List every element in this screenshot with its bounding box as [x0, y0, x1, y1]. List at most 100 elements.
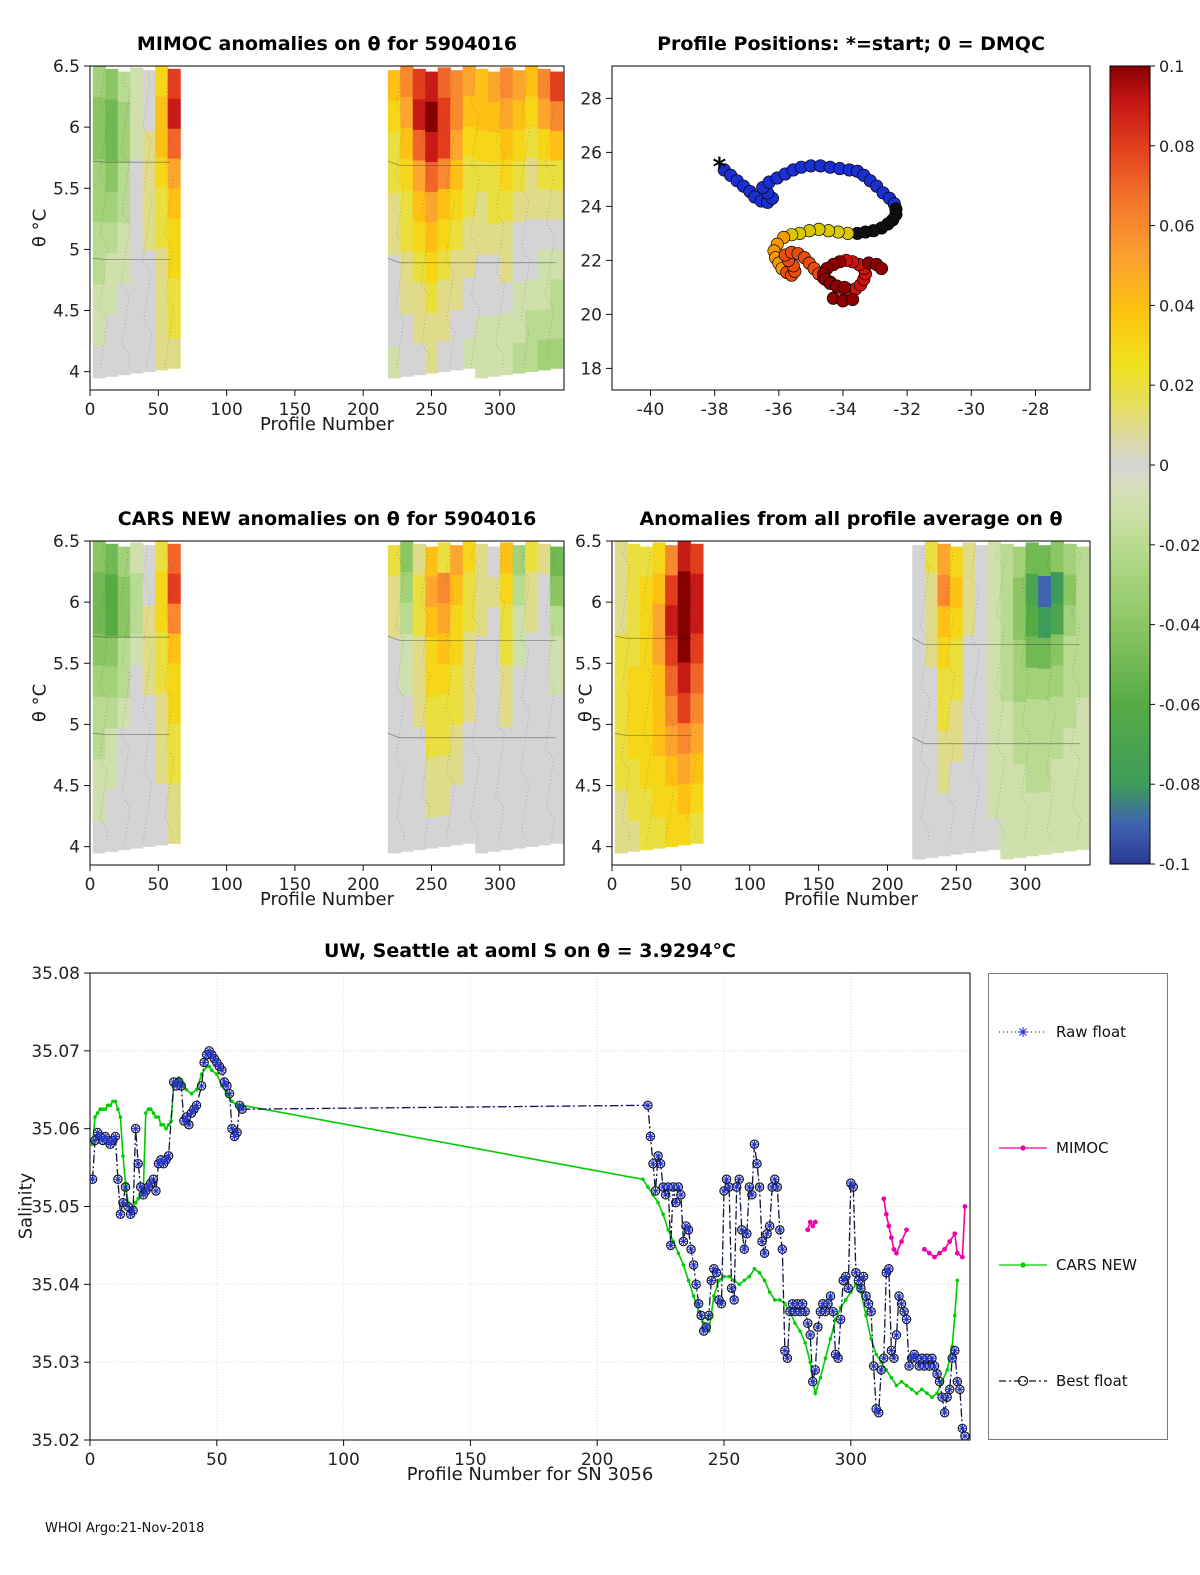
svg-text:4: 4: [591, 838, 602, 858]
svg-text:0: 0: [85, 875, 96, 895]
svg-text:35.08: 35.08: [31, 964, 80, 984]
svg-text:5.5: 5.5: [53, 654, 80, 674]
salinity-series: [90, 1046, 970, 1440]
panel-cars-title: CARS NEW anomalies on θ for 5904016: [117, 508, 537, 530]
svg-text:4: 4: [69, 363, 80, 383]
svg-text:300: 300: [484, 400, 516, 420]
legend-entry-cars-new: CARS NEW: [989, 1256, 1167, 1274]
svg-text:-0.04: -0.04: [1159, 616, 1200, 635]
svg-text:0.08: 0.08: [1159, 137, 1195, 156]
svg-text:-0.02: -0.02: [1159, 536, 1200, 555]
cars-ylabel: θ °C: [29, 683, 51, 723]
mimoc-ylabel: θ °C: [29, 208, 51, 248]
svg-text:6: 6: [69, 118, 80, 138]
svg-text:250: 250: [940, 875, 972, 895]
svg-text:0.06: 0.06: [1159, 217, 1195, 236]
svg-text:250: 250: [708, 1450, 740, 1470]
legend-swatch-raw-float: [999, 1027, 1047, 1038]
panel-allprof-title: Anomalies from all profile average on θ: [639, 508, 1063, 530]
legend-swatch-mimoc: [999, 1145, 1047, 1151]
positions-axes: -40 -38 -36 -34 -32 -30 -28 18 20 22 24 26 28: [580, 65, 1091, 420]
svg-text:20: 20: [580, 305, 602, 325]
salinity-ylabel: Salinity: [15, 1172, 37, 1240]
panel-mimoc-title: MIMOC anomalies on θ for 5904016: [136, 33, 518, 55]
allprof-ylabel: θ °C: [575, 683, 597, 723]
svg-text:35.05: 35.05: [31, 1198, 80, 1218]
svg-text:0: 0: [85, 1450, 96, 1470]
svg-text:150: 150: [454, 1450, 486, 1470]
mimoc-axes: 0 50 100 150 200 250 300 4 4.5 5 5.5 6 6.5: [53, 57, 565, 420]
cars-field: [92, 541, 564, 854]
positions-track: *: [713, 152, 903, 308]
svg-text:4.5: 4.5: [53, 777, 80, 797]
svg-text:35.06: 35.06: [31, 1120, 80, 1140]
svg-text:5: 5: [591, 715, 602, 735]
svg-text:100: 100: [734, 875, 766, 895]
legend-entry-raw-float: Raw float: [989, 1023, 1167, 1041]
svg-text:6.5: 6.5: [575, 532, 602, 552]
svg-text:100: 100: [210, 400, 242, 420]
colorbar: 0.1 0.08 0.06 0.04 0.02 0 -0.02 -0.04 -0.06 -0.08…: [1109, 57, 1200, 874]
legend-label-best-float: Best float: [1056, 1371, 1128, 1390]
svg-text:200: 200: [581, 1450, 613, 1470]
svg-text:6.5: 6.5: [53, 57, 80, 77]
svg-text:4.5: 4.5: [53, 302, 80, 322]
svg-text:35.02: 35.02: [31, 1431, 80, 1451]
svg-text:-36: -36: [765, 400, 793, 420]
svg-text:50: 50: [147, 400, 169, 420]
legend-label-cars-new: CARS NEW: [1056, 1255, 1137, 1274]
legend-entry-mimoc: MIMOC: [989, 1139, 1167, 1157]
svg-text:35.07: 35.07: [31, 1042, 80, 1062]
svg-text:-34: -34: [829, 400, 857, 420]
svg-text:-30: -30: [957, 400, 985, 420]
mimoc-xlabel: Profile Number: [260, 414, 394, 435]
svg-text:0.1: 0.1: [1159, 57, 1184, 76]
svg-text:4: 4: [69, 838, 80, 858]
cars-axes: 0 50 100 150 200 250 300 4 4.5 5 5.5 6 6.5: [53, 532, 565, 895]
cars-xlabel: Profile Number: [260, 889, 394, 910]
panel-positions-title: Profile Positions: *=start; 0 = DMQC: [657, 33, 1045, 55]
panel-salinity-title: UW, Seattle at aoml S on θ = 3.9294°C: [323, 940, 737, 962]
svg-text:150: 150: [279, 875, 311, 895]
mimoc-field: [92, 66, 564, 379]
legend-label-mimoc: MIMOC: [1056, 1139, 1109, 1158]
svg-text:5.5: 5.5: [53, 179, 80, 199]
svg-text:4.5: 4.5: [575, 777, 602, 797]
legend-swatch-best-float: [999, 1375, 1047, 1386]
svg-text:-38: -38: [701, 400, 729, 420]
svg-text:6: 6: [591, 593, 602, 613]
svg-text:-0.1: -0.1: [1159, 855, 1190, 874]
svg-text:200: 200: [347, 875, 379, 895]
svg-text:200: 200: [871, 875, 903, 895]
svg-text:150: 150: [279, 400, 311, 420]
svg-text:24: 24: [580, 197, 602, 217]
legend-swatch-cars-new: [999, 1262, 1047, 1268]
svg-text:5: 5: [69, 715, 80, 735]
legend: Raw float MIMOC CARS NEW Best float: [988, 973, 1168, 1440]
svg-text:0.04: 0.04: [1159, 296, 1195, 315]
svg-text:26: 26: [580, 143, 602, 163]
svg-text:6.5: 6.5: [53, 532, 80, 552]
svg-text:50: 50: [147, 875, 169, 895]
svg-text:50: 50: [206, 1450, 228, 1470]
svg-text:0: 0: [607, 875, 618, 895]
svg-text:-0.08: -0.08: [1159, 775, 1200, 794]
allprof-axes: 0 50 100 150 200 250 300 4 4.5 5 5.5 6 6.5: [575, 532, 1091, 895]
salinity-xlabel: Profile Number for SN 3056: [406, 1464, 654, 1485]
svg-text:150: 150: [802, 875, 834, 895]
svg-text:5.5: 5.5: [575, 654, 602, 674]
svg-text:300: 300: [835, 1450, 867, 1470]
svg-text:-0.06: -0.06: [1159, 695, 1200, 714]
svg-text:0: 0: [1159, 456, 1169, 475]
allprof-field: [614, 541, 1090, 860]
svg-text:300: 300: [484, 875, 516, 895]
svg-text:250: 250: [415, 875, 447, 895]
legend-entry-best-float: Best float: [989, 1372, 1167, 1390]
svg-text:35.04: 35.04: [31, 1275, 80, 1295]
salinity-axes: 0 50 100 150 200 250 300 35.02 35.03 35.04 35.05 35…: [31, 964, 971, 1470]
svg-text:6: 6: [69, 593, 80, 613]
svg-text:28: 28: [580, 89, 602, 109]
svg-text:18: 18: [580, 359, 602, 379]
